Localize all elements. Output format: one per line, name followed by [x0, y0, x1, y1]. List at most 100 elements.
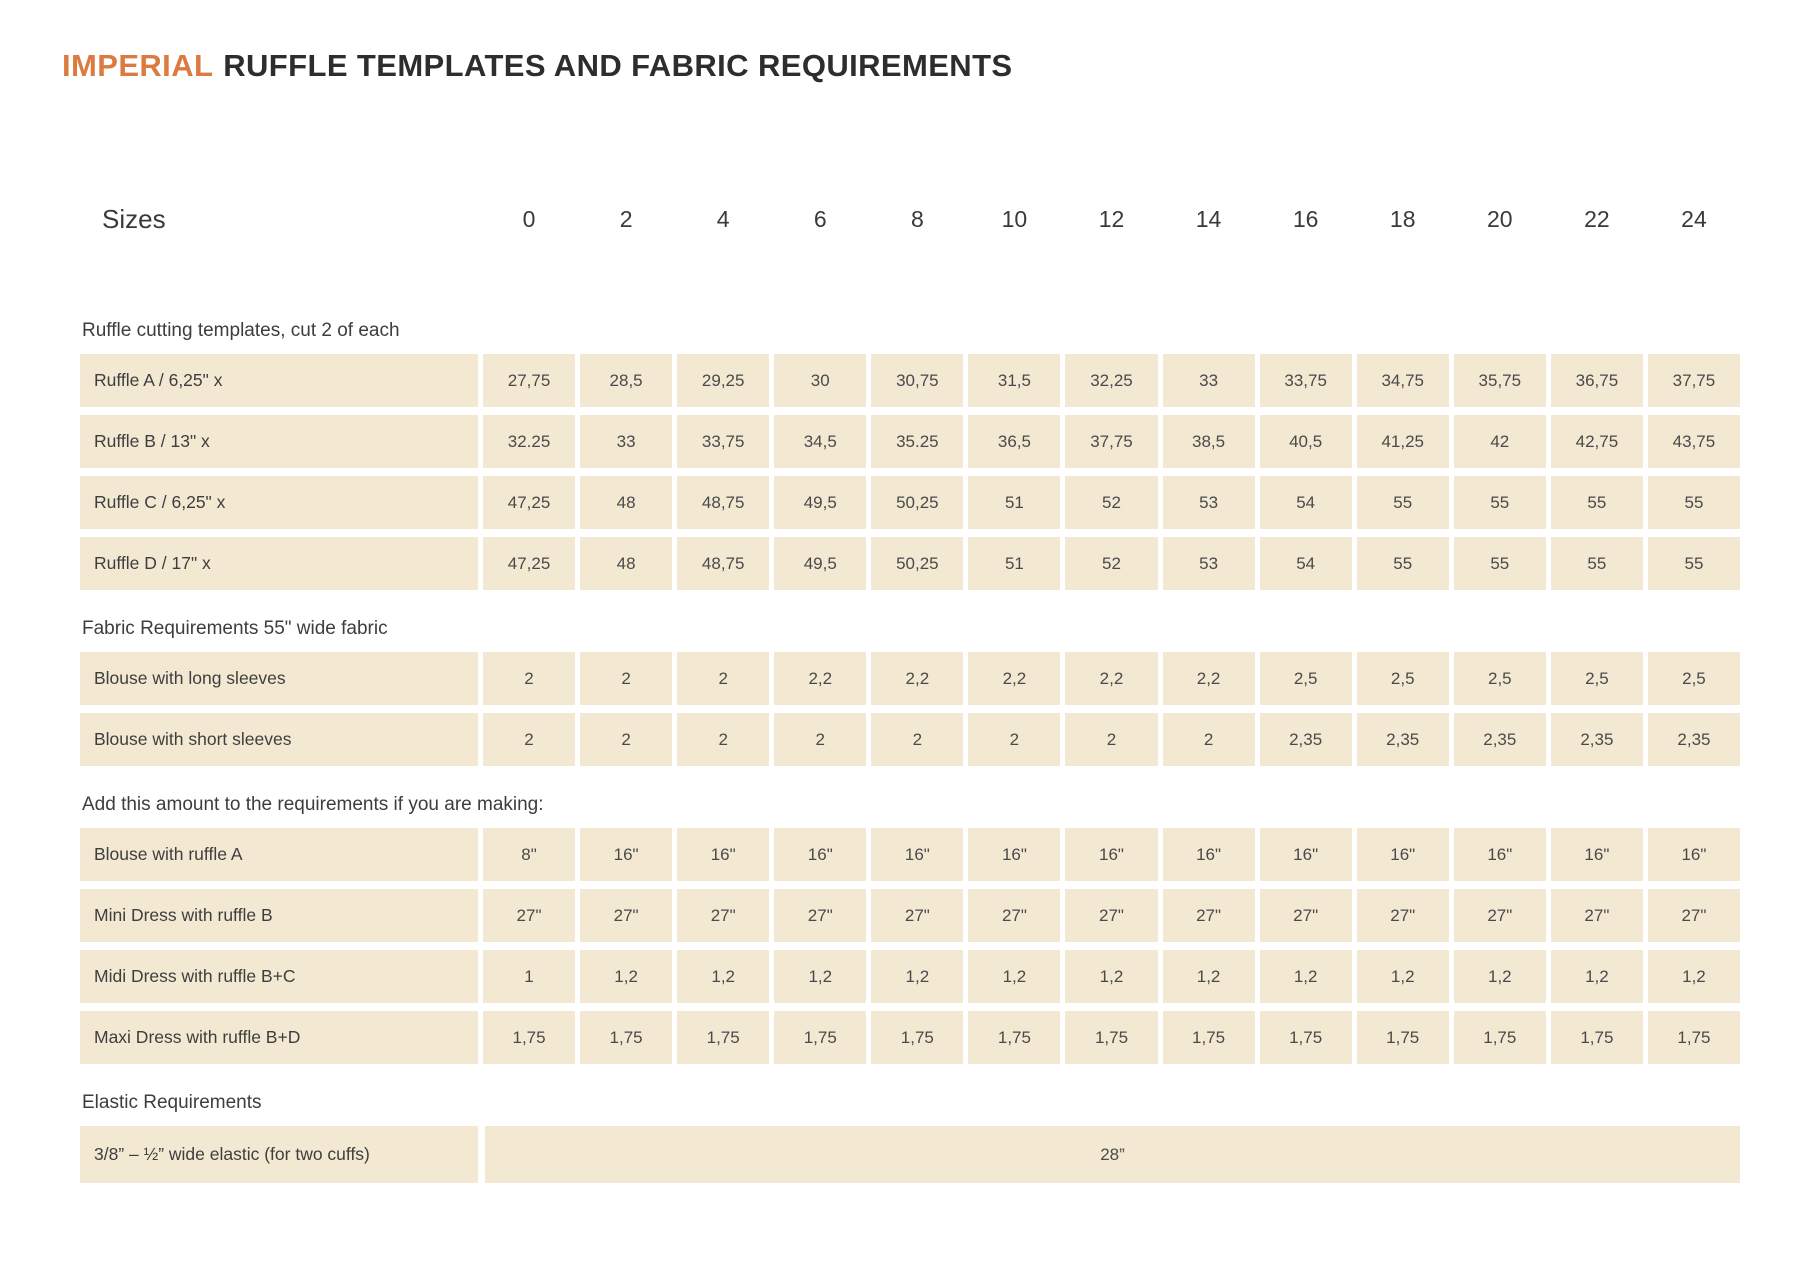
size-column-header: 22 [1584, 205, 1610, 232]
value-cell: 2,35 [1647, 713, 1740, 766]
table-row: Blouse with ruffle A 8" 16" 16" 16" 16" 16" 16"… [80, 828, 1740, 881]
sizes-header-row: Sizes 0 2 4 6 8 10 12 14 16 18 20 22 24 [80, 196, 1740, 242]
row-label-cell: Blouse with long sleeves [80, 652, 478, 705]
value-cell: 50,25 [871, 476, 964, 529]
value-cell: 8" [483, 828, 576, 881]
size-column-header: 24 [1681, 205, 1707, 232]
value-cell: 27" [1356, 889, 1449, 942]
value-cell: 27" [1259, 889, 1352, 942]
value-cell: 1,75 [677, 1011, 770, 1064]
value-cell: 2 [677, 713, 770, 766]
value-cell: 47,25 [483, 476, 576, 529]
value-cell: 47,25 [483, 537, 576, 590]
value-cell: 30 [774, 354, 867, 407]
table-row: Ruffle B / 13" x 32.25 33 33,75 34,5 35.25 36,… [80, 415, 1740, 468]
table-row: Ruffle C / 6,25" x 47,25 48 48,75 49,5 50,25 5… [80, 476, 1740, 529]
value-cell: 2 [580, 652, 673, 705]
row-label-cell: Blouse with short sleeves [80, 713, 478, 766]
value-cell: 48,75 [677, 476, 770, 529]
table-row: Midi Dress with ruffle B+C 1 1,2 1,2 1,2 1,2 1… [80, 950, 1740, 1003]
value-cell: 1,2 [677, 950, 770, 1003]
value-cell: 2,5 [1259, 652, 1352, 705]
value-cell: 16" [1162, 828, 1255, 881]
value-cell: 2,5 [1356, 652, 1449, 705]
value-cell: 29,25 [677, 354, 770, 407]
title-highlight: IMPERIAL [62, 48, 214, 83]
value-cell: 1,2 [774, 950, 867, 1003]
section-heading: Fabric Requirements 55" wide fabric [82, 618, 388, 639]
size-table: Sizes 0 2 4 6 8 10 12 14 16 18 20 22 24 Ruffle cutting… [80, 196, 1740, 1183]
value-cell: 28,5 [580, 354, 673, 407]
value-cell: 16" [1453, 828, 1546, 881]
row-label-cell: Ruffle A / 6,25" x [80, 354, 478, 407]
size-column-header: 16 [1292, 205, 1319, 232]
value-cell: 33,75 [1259, 354, 1352, 407]
value-cell: 52 [1065, 476, 1158, 529]
value-cell: 51 [968, 476, 1061, 529]
size-column-header: 20 [1487, 205, 1513, 232]
value-cell: 1,75 [483, 1011, 576, 1064]
value-cell: 27" [871, 889, 964, 942]
value-cell: 1,75 [1550, 1011, 1643, 1064]
value-cell: 54 [1259, 476, 1352, 529]
value-cell: 1,2 [1259, 950, 1352, 1003]
elastic-row: 3/8” – ½” wide elastic (for two cuffs) 28… [80, 1126, 1740, 1183]
value-cell: 2,35 [1550, 713, 1643, 766]
value-cell: 1,2 [1162, 950, 1255, 1003]
value-cell: 55 [1550, 476, 1643, 529]
value-cell: 2,5 [1647, 652, 1740, 705]
title-rest: RUFFLE TEMPLATES AND FABRIC REQUIREMENTS [223, 48, 1013, 83]
table-row: Ruffle D / 17" x 47,25 48 48,75 49,5 50,25 51 5… [80, 537, 1740, 590]
value-cell: 1,75 [1356, 1011, 1449, 1064]
value-cell: 2,2 [871, 652, 964, 705]
value-cell: 2,35 [1453, 713, 1546, 766]
value-cell: 1,75 [580, 1011, 673, 1064]
value-cell: 27" [580, 889, 673, 942]
value-cell: 30,75 [871, 354, 964, 407]
value-cell: 48 [580, 537, 673, 590]
value-cell: 49,5 [774, 476, 867, 529]
row-label-cell: Ruffle B / 13" x [80, 415, 478, 468]
value-cell: 16" [1647, 828, 1740, 881]
value-cell: 2,35 [1356, 713, 1449, 766]
value-cell: 2,2 [1065, 652, 1158, 705]
size-column-header: 8 [910, 205, 924, 232]
value-cell: 1,2 [580, 950, 673, 1003]
value-cell: 2 [580, 713, 673, 766]
value-cell: 55 [1356, 476, 1449, 529]
value-cell: 2 [483, 652, 576, 705]
value-cell: 43,75 [1647, 415, 1740, 468]
page-title: IMPERIAL RUFFLE TEMPLATES AND FABRIC REQU… [62, 48, 1740, 84]
row-label-cell: 3/8” – ½” wide elastic (for two cuffs) [80, 1126, 478, 1183]
value-cell: 27" [1162, 889, 1255, 942]
merged-value-cell: 28” [485, 1126, 1740, 1183]
value-cell: 16" [774, 828, 867, 881]
value-cell: 27" [774, 889, 867, 942]
value-cell: 36,5 [968, 415, 1061, 468]
value-cell: 41,25 [1356, 415, 1449, 468]
value-cell: 27,75 [483, 354, 576, 407]
size-column-header: 2 [619, 205, 633, 232]
value-cell: 27" [483, 889, 576, 942]
value-cell: 2 [968, 713, 1061, 766]
size-column-header: 14 [1195, 205, 1222, 232]
value-cell: 1,75 [1647, 1011, 1740, 1064]
value-cell: 1,2 [1356, 950, 1449, 1003]
value-cell: 34,5 [774, 415, 867, 468]
table-row: Mini Dress with ruffle B 27" 27" 27" 27" 27" 2… [80, 889, 1740, 942]
value-cell: 2 [871, 713, 964, 766]
row-label-cell: Maxi Dress with ruffle B+D [80, 1011, 478, 1064]
value-cell: 16" [1259, 828, 1352, 881]
size-column-header: 18 [1389, 205, 1416, 232]
value-cell: 27" [1550, 889, 1643, 942]
value-cell: 2 [677, 652, 770, 705]
value-cell: 27" [677, 889, 770, 942]
size-column-header: 6 [813, 205, 827, 232]
section-heading: Ruffle cutting templates, cut 2 of each [82, 320, 400, 341]
size-column-header: 12 [1098, 205, 1125, 232]
value-cell: 1,75 [871, 1011, 964, 1064]
value-cell: 1 [483, 950, 576, 1003]
value-cell: 48,75 [677, 537, 770, 590]
value-cell: 55 [1550, 537, 1643, 590]
value-cell: 2 [1162, 713, 1255, 766]
